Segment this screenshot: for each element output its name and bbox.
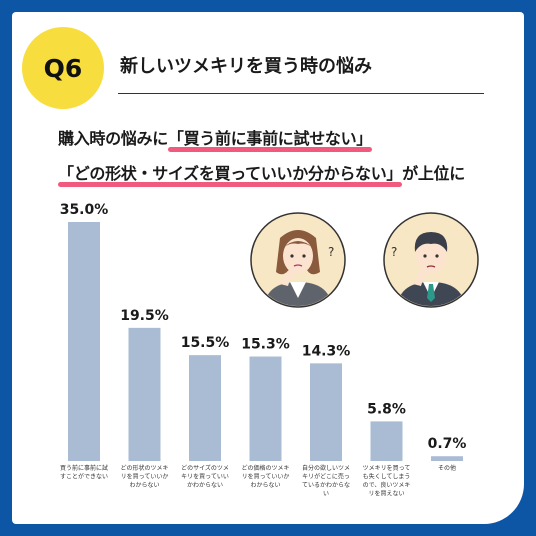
bar — [310, 363, 342, 461]
question-title: 新しいツメキリを買う時の悩み — [120, 56, 372, 77]
thinking-man-icon: ? — [383, 212, 479, 308]
data-label: 15.5% — [181, 335, 230, 351]
highlight-underline — [58, 182, 403, 187]
data-label: 19.5% — [120, 308, 169, 324]
data-label: 0.7% — [428, 436, 467, 452]
headline-line-2: 「どの形状・サイズを買っていいか分からない」が上位に — [58, 160, 465, 187]
headline-highlight-1: 「買う前に事前に試せない」 — [167, 125, 373, 152]
question-number: Q6 — [43, 53, 83, 83]
highlight-text: 「どの形状・サイズを買っていいか分からない」 — [58, 164, 403, 183]
category-label: どの価格のツメキリを買っていいかわからない — [241, 464, 289, 489]
headline-highlight-2: 「どの形状・サイズを買っていいか分からない」 — [58, 160, 403, 187]
data-label: 35.0% — [60, 202, 109, 218]
headline-suffix: が上位に — [402, 164, 465, 183]
bar — [68, 222, 100, 461]
data-label: 14.3% — [302, 343, 351, 359]
bar — [249, 356, 282, 461]
thinking-woman-icon: ? — [250, 212, 346, 308]
headline-prefix: 購入時の悩みに — [58, 129, 168, 148]
bar — [189, 355, 221, 461]
highlight-text: 「買う前に事前に試せない」 — [167, 129, 373, 148]
category-label: ツメキリを買っても失くしてしまうので、良いツメキリを買えない — [363, 465, 411, 498]
title-divider — [118, 93, 484, 94]
category-label: どのサイズのツメキリを買っていいかわからない — [181, 464, 229, 489]
bar — [370, 421, 403, 461]
svg-text:?: ? — [391, 245, 397, 259]
bar — [431, 456, 463, 461]
bar — [128, 327, 161, 461]
data-label: 5.8% — [367, 401, 406, 417]
highlight-underline — [167, 147, 373, 152]
category-label: どの形状のツメキリを買っていいかわからない — [120, 464, 168, 489]
data-label: 15.3% — [241, 337, 290, 353]
category-label: 買う前に事前に試すことができない — [60, 464, 108, 481]
svg-text:?: ? — [328, 245, 334, 259]
headline-line-1: 購入時の悩みに 「買う前に事前に試せない」 — [58, 125, 373, 152]
question-badge: Q6 — [22, 27, 104, 109]
category-label: 自分の欲しいツメキリがどこに売っているかわからない — [302, 464, 350, 498]
category-label: その他 — [438, 464, 456, 472]
